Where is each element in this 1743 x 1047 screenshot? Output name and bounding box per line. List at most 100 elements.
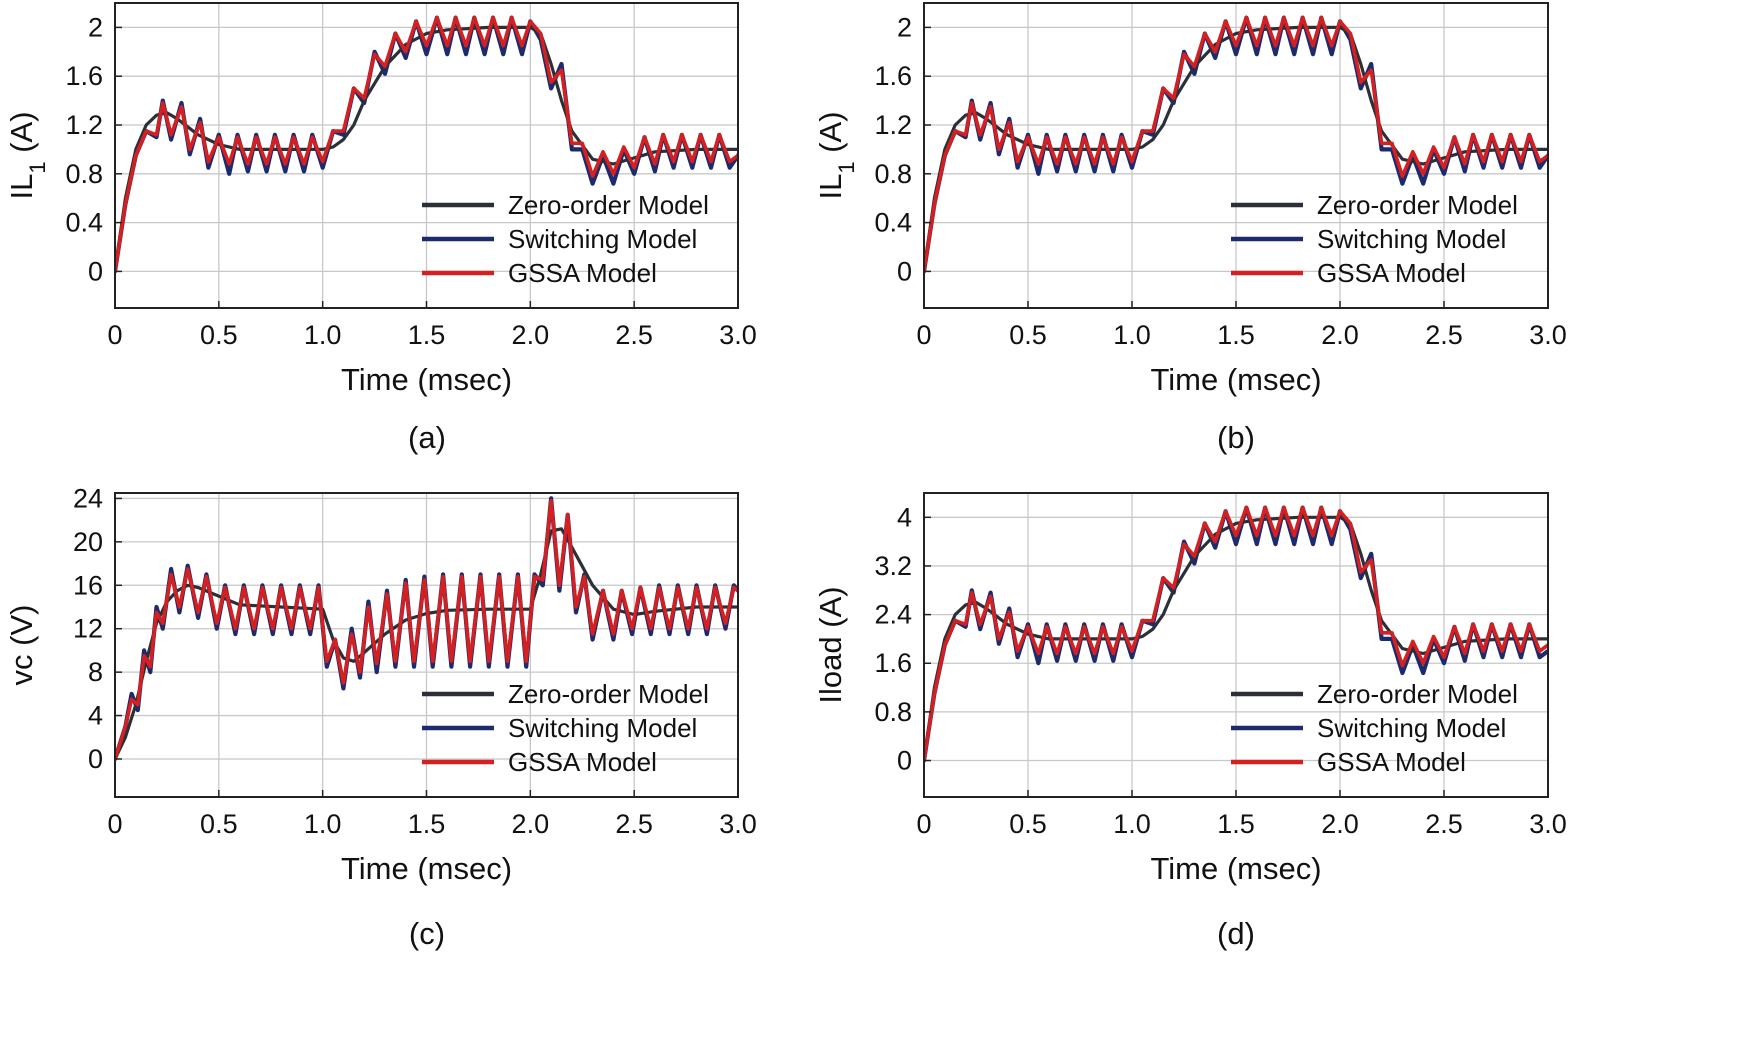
x-tick-label: 2.5 — [1425, 809, 1463, 839]
legend-label: GSSA Model — [1317, 747, 1466, 777]
y-axis-label-main: Iload (A) — [813, 586, 848, 703]
series-line-zero-order-model — [924, 515, 1548, 763]
x-axis-label: Time (msec) — [341, 851, 512, 886]
y-tick-label: 0.8 — [874, 697, 912, 727]
legend-label: Zero-order Model — [508, 190, 709, 220]
x-tick-label: 0 — [107, 320, 122, 350]
y-axis-label-main: vc (V) — [4, 605, 39, 686]
y-tick-label: 2.4 — [874, 600, 912, 630]
y-tick-label: 1.2 — [65, 110, 103, 140]
y-axis-label-unit: (A) — [813, 111, 848, 161]
x-tick-label: 1.5 — [408, 320, 446, 350]
legend-label: Switching Model — [1317, 713, 1506, 743]
y-axis-label-subscript: 1 — [25, 161, 50, 173]
series-line-zero-order-model — [924, 25, 1548, 273]
y-tick-label: 16 — [73, 570, 103, 600]
series-line-gssa-model — [924, 15, 1548, 274]
x-tick-label: 3.0 — [1529, 809, 1567, 839]
x-tick-label: 0 — [916, 809, 931, 839]
panel-caption: (c) — [409, 916, 445, 951]
y-tick-label: 24 — [73, 483, 103, 513]
y-tick-label: 0.8 — [874, 159, 912, 189]
legend-label: Zero-order Model — [508, 679, 709, 709]
x-axis-label: Time (msec) — [341, 362, 512, 397]
legend: Zero-order Model Switching Model GSSA Mode… — [422, 679, 709, 777]
panel-caption: (b) — [1217, 420, 1255, 455]
y-tick-label: 1.6 — [874, 648, 912, 678]
x-tick-label: 0.5 — [200, 320, 238, 350]
y-tick-label: 1.6 — [874, 61, 912, 91]
legend-label: Switching Model — [508, 713, 697, 743]
y-axis-label: IL1 (A) — [813, 111, 859, 199]
series-line-gssa-model — [115, 498, 738, 761]
x-tick-label: 2.5 — [1425, 320, 1463, 350]
legend-label: Switching Model — [508, 224, 697, 254]
legend-label: Zero-order Model — [1317, 679, 1518, 709]
x-tick-label: 0.5 — [1009, 320, 1047, 350]
y-tick-label: 1.6 — [65, 61, 103, 91]
x-axis-label: Time (msec) — [1150, 851, 1321, 886]
y-tick-label: 0.4 — [874, 208, 912, 238]
x-tick-label: 0.5 — [1009, 809, 1047, 839]
x-tick-label: 2.0 — [1321, 809, 1359, 839]
series-line-gssa-model — [115, 15, 738, 274]
panel-caption: (d) — [1217, 916, 1255, 951]
y-tick-label: 8 — [88, 657, 103, 687]
series-line-gssa-model — [924, 505, 1548, 763]
x-tick-label: 1.5 — [408, 809, 446, 839]
y-tick-label: 0 — [897, 256, 912, 286]
y-tick-label: 0 — [897, 746, 912, 776]
x-tick-label: 1.0 — [304, 809, 342, 839]
panel-b: 0 0.5 1.0 1.5 2.0 2.5 3.0 0 0.4 0.8 1.2 1.6 2 Time (m… — [813, 2, 1567, 455]
y-tick-label: 4 — [88, 701, 103, 731]
y-tick-label: 12 — [73, 614, 103, 644]
y-tick-label: 0.4 — [65, 208, 103, 238]
y-axis-label: IL1 (A) — [4, 111, 50, 199]
legend-label: GSSA Model — [508, 258, 657, 288]
x-tick-label: 3.0 — [719, 320, 757, 350]
x-tick-label: 1.0 — [1113, 809, 1151, 839]
x-tick-label: 3.0 — [719, 809, 757, 839]
legend-label: Switching Model — [1317, 224, 1506, 254]
x-tick-label: 2.5 — [615, 809, 653, 839]
panel-c: 0 0.5 1.0 1.5 2.0 2.5 3.0 0 4 8 12 16 20 24 Time (msec… — [4, 483, 757, 951]
x-tick-label: 1.5 — [1217, 320, 1255, 350]
y-tick-label: 4 — [897, 502, 912, 532]
y-axis-label-subscript: 1 — [834, 161, 859, 173]
y-axis-label-main: IL — [813, 174, 848, 200]
x-tick-label: 1.5 — [1217, 809, 1255, 839]
x-tick-label: 2.0 — [512, 320, 550, 350]
y-tick-label: 0 — [88, 744, 103, 774]
y-axis-label-unit: (A) — [4, 111, 39, 161]
series-line-zero-order-model — [115, 25, 738, 273]
y-tick-label: 0 — [88, 256, 103, 286]
x-tick-label: 0.5 — [200, 809, 238, 839]
x-tick-label: 1.0 — [304, 320, 342, 350]
x-tick-label: 2.0 — [512, 809, 550, 839]
x-tick-label: 2.5 — [615, 320, 653, 350]
y-tick-label: 2 — [897, 12, 912, 42]
x-tick-label: 3.0 — [1529, 320, 1567, 350]
x-tick-label: 1.0 — [1113, 320, 1151, 350]
panel-caption: (a) — [408, 420, 446, 455]
x-tick-label: 2.0 — [1321, 320, 1359, 350]
y-axis-label: vc (V) — [4, 605, 39, 686]
y-tick-label: 1.2 — [874, 110, 912, 140]
y-tick-label: 20 — [73, 527, 103, 557]
x-tick-label: 0 — [916, 320, 931, 350]
y-axis-label-main: IL — [4, 174, 39, 200]
x-axis-label: Time (msec) — [1150, 362, 1321, 397]
x-tick-label: 0 — [107, 809, 122, 839]
legend-label: GSSA Model — [508, 747, 657, 777]
panel-d: 0 0.5 1.0 1.5 2.0 2.5 3.0 0 0.8 1.6 2.4 3.2 4 Time (m… — [813, 492, 1567, 951]
legend: Zero-order Model Switching Model GSSA Mode… — [1231, 190, 1518, 288]
legend-label: GSSA Model — [1317, 258, 1466, 288]
y-tick-label: 0.8 — [65, 159, 103, 189]
legend: Zero-order Model Switching Model GSSA Mode… — [1231, 679, 1518, 777]
y-tick-label: 2 — [88, 12, 103, 42]
legend: Zero-order Model Switching Model GSSA Mode… — [422, 190, 709, 288]
panel-a: 0 0.5 1.0 1.5 2.0 2.5 3.0 0 0.4 0.8 1.2 1.6 2 Time (m… — [4, 2, 757, 455]
legend-label: Zero-order Model — [1317, 190, 1518, 220]
